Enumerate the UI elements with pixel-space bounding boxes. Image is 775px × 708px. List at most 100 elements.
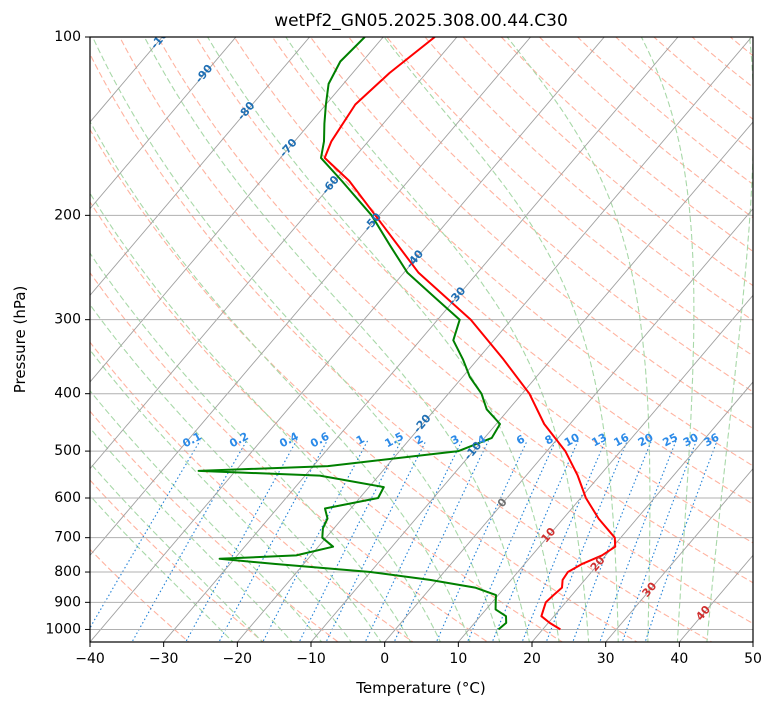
isotherm-line xyxy=(678,554,753,642)
dry-adiabat-line xyxy=(157,37,753,584)
x-tick-label: −10 xyxy=(296,651,326,667)
mixing-ratio-line xyxy=(218,440,328,642)
mixing-ratio-line xyxy=(545,440,628,642)
x-tick-label: 30 xyxy=(597,651,615,667)
x-tick-label: 40 xyxy=(670,651,688,667)
dry-adiabat-line xyxy=(729,37,753,57)
moist-adiabat-line xyxy=(91,37,501,642)
x-tick-label: −40 xyxy=(75,651,105,667)
isotherm-line xyxy=(90,37,384,383)
y-tick-label: 100 xyxy=(54,29,81,45)
moist-adiabat-line xyxy=(383,37,619,642)
mixing-ratio-label: 0.1 xyxy=(180,430,203,451)
moist-adiabat-line xyxy=(706,37,753,642)
mixing-ratio-label: 16 xyxy=(612,431,632,450)
mixing-ratio-line xyxy=(521,440,606,642)
dry-adiabat-line xyxy=(576,37,753,186)
x-tick-label: 20 xyxy=(523,651,541,667)
isotherm-line xyxy=(310,121,753,642)
mixing-ratio-label: 30 xyxy=(681,431,701,450)
y-tick-label: 200 xyxy=(54,207,81,223)
dewpoint-line xyxy=(197,37,508,631)
mixing-ratio-label: 0.2 xyxy=(227,430,250,451)
moist-adiabat-line xyxy=(285,37,590,642)
dry-adiabat-line xyxy=(348,37,753,393)
y-tick-label: 800 xyxy=(54,564,81,580)
moist-adiabat-line xyxy=(506,37,651,642)
dry-adiabat-line xyxy=(90,479,265,642)
pressure-gridlines xyxy=(90,37,753,630)
isotherm-line xyxy=(90,37,458,470)
chart-title: wetPf2_GN05.2025.308.00.44.C30 xyxy=(274,11,568,31)
dry-adiabat-line xyxy=(614,37,753,153)
isotherm-line xyxy=(236,37,753,642)
dry-adiabat-line xyxy=(90,52,713,642)
mixing-ratio-label: 36 xyxy=(702,431,722,450)
dry-adiabat-line xyxy=(271,37,753,467)
dry-adiabat-line xyxy=(90,201,564,642)
dry-adiabat-line xyxy=(538,37,753,219)
mixing-ratio-line xyxy=(621,440,698,642)
isotherm-line xyxy=(752,641,753,642)
mixing-ratio-line xyxy=(491,440,579,642)
background-lines xyxy=(90,37,753,642)
isotherm-line xyxy=(384,207,753,642)
mixing-ratio-label: 10 xyxy=(562,431,582,450)
dry-adiabat-line xyxy=(691,37,753,88)
mixing-ratio-line xyxy=(364,440,463,642)
mixing-ratio-line xyxy=(262,440,369,642)
plot-frame xyxy=(89,36,754,643)
dry-adiabat-line xyxy=(90,341,414,642)
y-tick-label: 600 xyxy=(54,490,81,506)
mixing-ratio-line xyxy=(131,440,248,642)
isotherm-line xyxy=(90,37,532,557)
dry-adiabat-line xyxy=(424,37,753,322)
moist-adiabat-line xyxy=(143,37,530,642)
mixing-ratio-line xyxy=(435,440,528,642)
mixing-ratio-label: 2 xyxy=(413,432,426,447)
y-tick-label: 1000 xyxy=(45,621,81,637)
y-tick-label: 900 xyxy=(54,594,81,610)
dry-adiabat-line xyxy=(309,37,753,430)
moist-adiabat-line xyxy=(90,389,323,642)
dry-adiabat-line xyxy=(653,37,753,120)
moist-adiabat-line xyxy=(90,192,442,642)
x-tick-label: 50 xyxy=(744,651,762,667)
x-tick-label: −20 xyxy=(223,651,253,667)
y-tick-label: 400 xyxy=(54,386,81,402)
isotherm-line xyxy=(605,467,753,642)
y-tick-label: 500 xyxy=(54,443,81,459)
temperature-line xyxy=(323,37,617,631)
x-tick-label: 0 xyxy=(380,651,389,667)
mixing-ratio-label: 0.6 xyxy=(308,430,332,451)
isotherm-line xyxy=(163,37,679,642)
mixing-ratio-label: 20 xyxy=(636,431,656,450)
moist-adiabat-line xyxy=(206,37,560,642)
dry-adiabat-line xyxy=(119,37,753,625)
mixing-ratio-label: 13 xyxy=(589,431,609,450)
profile-series xyxy=(197,37,617,631)
y-tick-label: 700 xyxy=(54,530,81,546)
y-tick-label: 300 xyxy=(54,312,81,328)
isotherm-line xyxy=(531,381,753,642)
y-axis-label: Pressure (hPa) xyxy=(11,286,29,394)
mixing-ratio-line xyxy=(325,440,427,642)
mixing-ratio-label: 25 xyxy=(660,431,680,450)
moist-adiabat-line xyxy=(90,349,352,642)
x-axis-label: Temperature (°C) xyxy=(355,679,485,697)
dry-adiabat-line xyxy=(386,37,753,357)
axes: −40 −30 −20 −10 0 10 20 30 40 50 1000 900 800 700 600 5… xyxy=(45,29,762,667)
moist-adiabat-line xyxy=(90,252,412,642)
moist-adiabat-line xyxy=(90,120,471,642)
isotherm-line xyxy=(90,37,311,297)
mixing-ratio-line xyxy=(572,440,653,642)
dry-adiabat-line xyxy=(462,37,753,287)
x-tick-label: −30 xyxy=(149,651,179,667)
dry-adiabat-line xyxy=(233,37,753,505)
isotherm-line xyxy=(457,294,753,642)
dry-adiabat-line xyxy=(90,410,340,642)
isotherm-line xyxy=(90,37,237,210)
moist-adiabat-line xyxy=(90,494,234,642)
moist-adiabat-line xyxy=(640,37,695,642)
